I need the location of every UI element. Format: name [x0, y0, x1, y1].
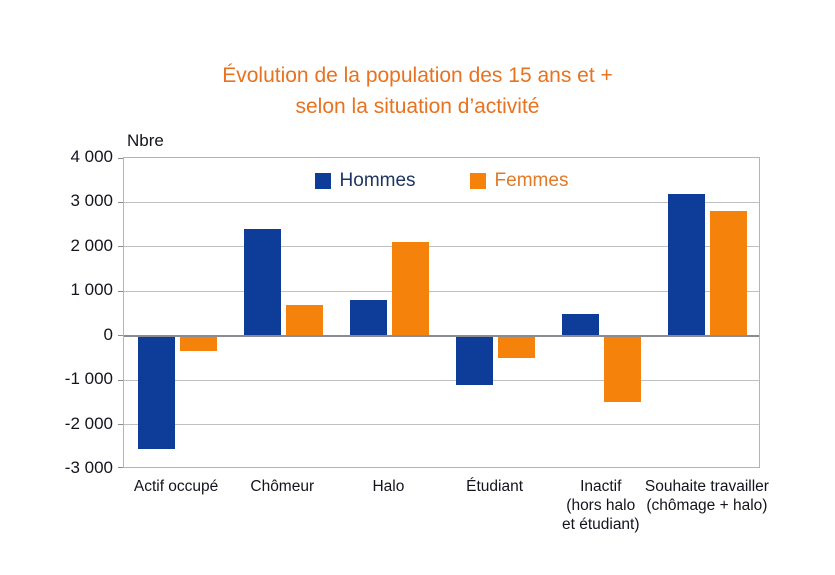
y-tick-label: 1 000 [70, 280, 113, 300]
gridline [124, 424, 759, 426]
x-category-label-line: Étudiant [466, 478, 524, 495]
legend: Hommes Femmes [124, 170, 759, 192]
gridline [124, 201, 759, 203]
y-tick-label: 0 [103, 324, 113, 344]
axis-tick [118, 201, 123, 203]
y-tick-label: 3 000 [70, 191, 113, 211]
axis-tick [118, 335, 123, 337]
legend-item-hommes: Hommes [314, 170, 416, 192]
bar-femmes-category-1 [285, 304, 323, 336]
chart-title-line1: Évolution de la population des 15 ans et… [222, 64, 613, 87]
x-category-label-line: (hors halo [566, 497, 636, 514]
legend-item-femmes: Femmes [469, 170, 569, 192]
bar-hommes-category-1 [243, 229, 281, 336]
axis-tick [118, 158, 123, 159]
y-tick-label: -3 000 [64, 458, 113, 477]
legend-label-femmes: Femmes [494, 170, 569, 191]
axis-tick [118, 246, 123, 248]
x-category-label: Chômeur [202, 477, 362, 496]
bar-hommes-category-5 [668, 193, 706, 336]
axis-tick [118, 467, 123, 468]
x-category-label: Souhaite travailler (chômage + halo) [627, 477, 787, 515]
gridline [124, 379, 759, 381]
x-category-label: Inactif (hors halo et étudiant) [521, 477, 681, 534]
x-category-label-line: Chômeur [250, 478, 315, 495]
y-tick-label: 4 000 [70, 147, 113, 166]
gridline [124, 246, 759, 248]
x-category-label: Halo [308, 477, 468, 496]
x-category-label-line: Souhaite travailler [644, 478, 769, 495]
plot-area: Hommes Femmes [118, 157, 760, 468]
x-category-label-line: et étudiant) [561, 516, 640, 533]
bar-hommes-category-4 [562, 313, 600, 336]
zero-axis-line [124, 334, 759, 337]
x-category-label-line: Actif occupé [133, 478, 219, 495]
x-category-label-line: Inactif [580, 478, 622, 495]
bar-femmes-category-0 [179, 335, 217, 352]
bar-femmes-category-3 [498, 335, 536, 358]
chart-title-line2: selon la situation d’activité [295, 95, 540, 118]
y-axis-unit-label: Nbre [127, 131, 164, 150]
x-category-label-line: (chômage + halo) [646, 497, 768, 514]
axis-tick [118, 290, 123, 292]
chart-title: Évolution de la population des 15 ans et… [0, 60, 835, 122]
bar-hommes-category-2 [349, 300, 387, 336]
gridline [124, 290, 759, 292]
axis-tick [118, 379, 123, 381]
hommes-series-swatch-icon [314, 173, 331, 189]
bar-femmes-category-5 [710, 211, 748, 336]
x-category-label: Étudiant [415, 477, 575, 496]
y-tick-label: -1 000 [64, 369, 113, 389]
y-tick-label: -2 000 [64, 413, 113, 433]
bar-femmes-category-4 [604, 335, 642, 403]
bar-hommes-category-0 [137, 335, 175, 449]
x-category-label-line: Halo [372, 478, 405, 495]
bar-femmes-category-2 [391, 242, 429, 336]
y-tick-label: 2 000 [70, 235, 113, 255]
x-category-label: Actif occupé [96, 477, 256, 496]
axis-tick [118, 424, 123, 426]
legend-label-hommes: Hommes [339, 170, 416, 191]
femmes-series-swatch-icon [469, 173, 486, 189]
bar-hommes-category-3 [456, 335, 494, 385]
